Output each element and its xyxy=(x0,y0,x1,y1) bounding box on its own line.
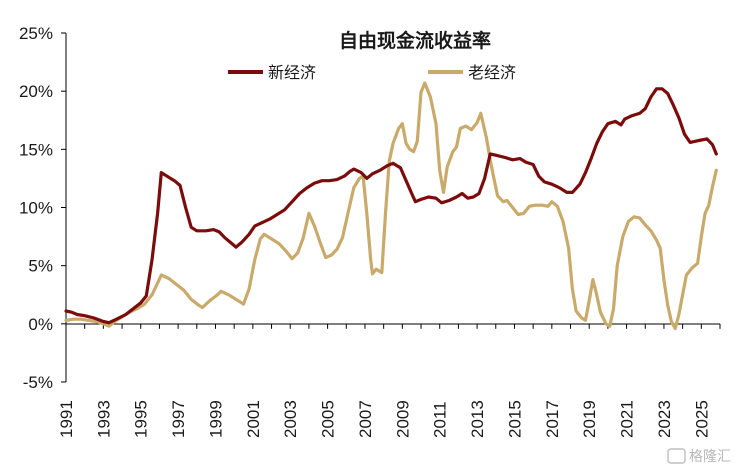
legend-label-new-economy: 新经济 xyxy=(268,63,316,82)
y-tick-label: 25% xyxy=(19,24,53,43)
x-tick-label: 1995 xyxy=(132,400,151,438)
x-tick-label: 2023 xyxy=(655,400,674,438)
x-tick-label: 2025 xyxy=(692,400,711,438)
legend-label-old-economy: 老经济 xyxy=(468,63,516,82)
x-tick-label: 1997 xyxy=(169,400,188,438)
x-tick-label: 2017 xyxy=(543,400,562,438)
x-tick-label: 2009 xyxy=(393,400,412,438)
series-line-old-economy xyxy=(64,81,718,331)
x-tick-label: 1991 xyxy=(57,400,76,438)
x-axis: 1991 1993 1995 1997 1999 2001 2003 2005 2007 2009… xyxy=(57,323,721,438)
y-axis: -5% 0% 5% 10% 15% 20% 25% xyxy=(19,24,67,392)
x-tick-label: 2021 xyxy=(618,400,637,438)
y-tick-label: 15% xyxy=(19,140,53,159)
x-tick-label: 2005 xyxy=(319,400,338,438)
legend: 新经济 老经济 xyxy=(228,63,516,82)
series-line-new-economy xyxy=(64,87,718,325)
y-tick-label: -5% xyxy=(23,373,53,392)
watermark: 格隆汇 xyxy=(667,448,731,465)
x-tick-label: 2013 xyxy=(468,400,487,438)
x-tick-label: 2001 xyxy=(244,400,263,438)
legend-item-old-economy: 老经济 xyxy=(428,63,516,82)
x-tick-label: 2011 xyxy=(431,401,450,438)
x-tick-label: 1999 xyxy=(206,400,225,438)
y-tick-label: 10% xyxy=(19,199,53,218)
x-tick-label: 2015 xyxy=(505,400,524,438)
y-tick-label: 5% xyxy=(28,257,53,276)
x-tick-label: 2003 xyxy=(281,400,300,438)
chart-title: 自由现金流收益率 xyxy=(339,29,491,52)
x-tick-label: 1993 xyxy=(94,400,113,438)
series-layer xyxy=(64,81,718,331)
watermark-logo-icon xyxy=(667,448,686,464)
x-tick-label: 2007 xyxy=(356,400,375,438)
legend-item-new-economy: 新经济 xyxy=(228,63,316,82)
watermark-text: 格隆汇 xyxy=(689,449,731,465)
x-tick-group: 1991 1993 1995 1997 1999 2001 2003 2005 2007 2009… xyxy=(57,323,721,438)
y-tick-label: 20% xyxy=(19,82,53,101)
y-tick-group: -5% 0% 5% 10% 15% 20% 25% xyxy=(19,24,66,392)
y-tick-label: 0% xyxy=(28,315,53,334)
x-tick-label: 2019 xyxy=(580,400,599,438)
